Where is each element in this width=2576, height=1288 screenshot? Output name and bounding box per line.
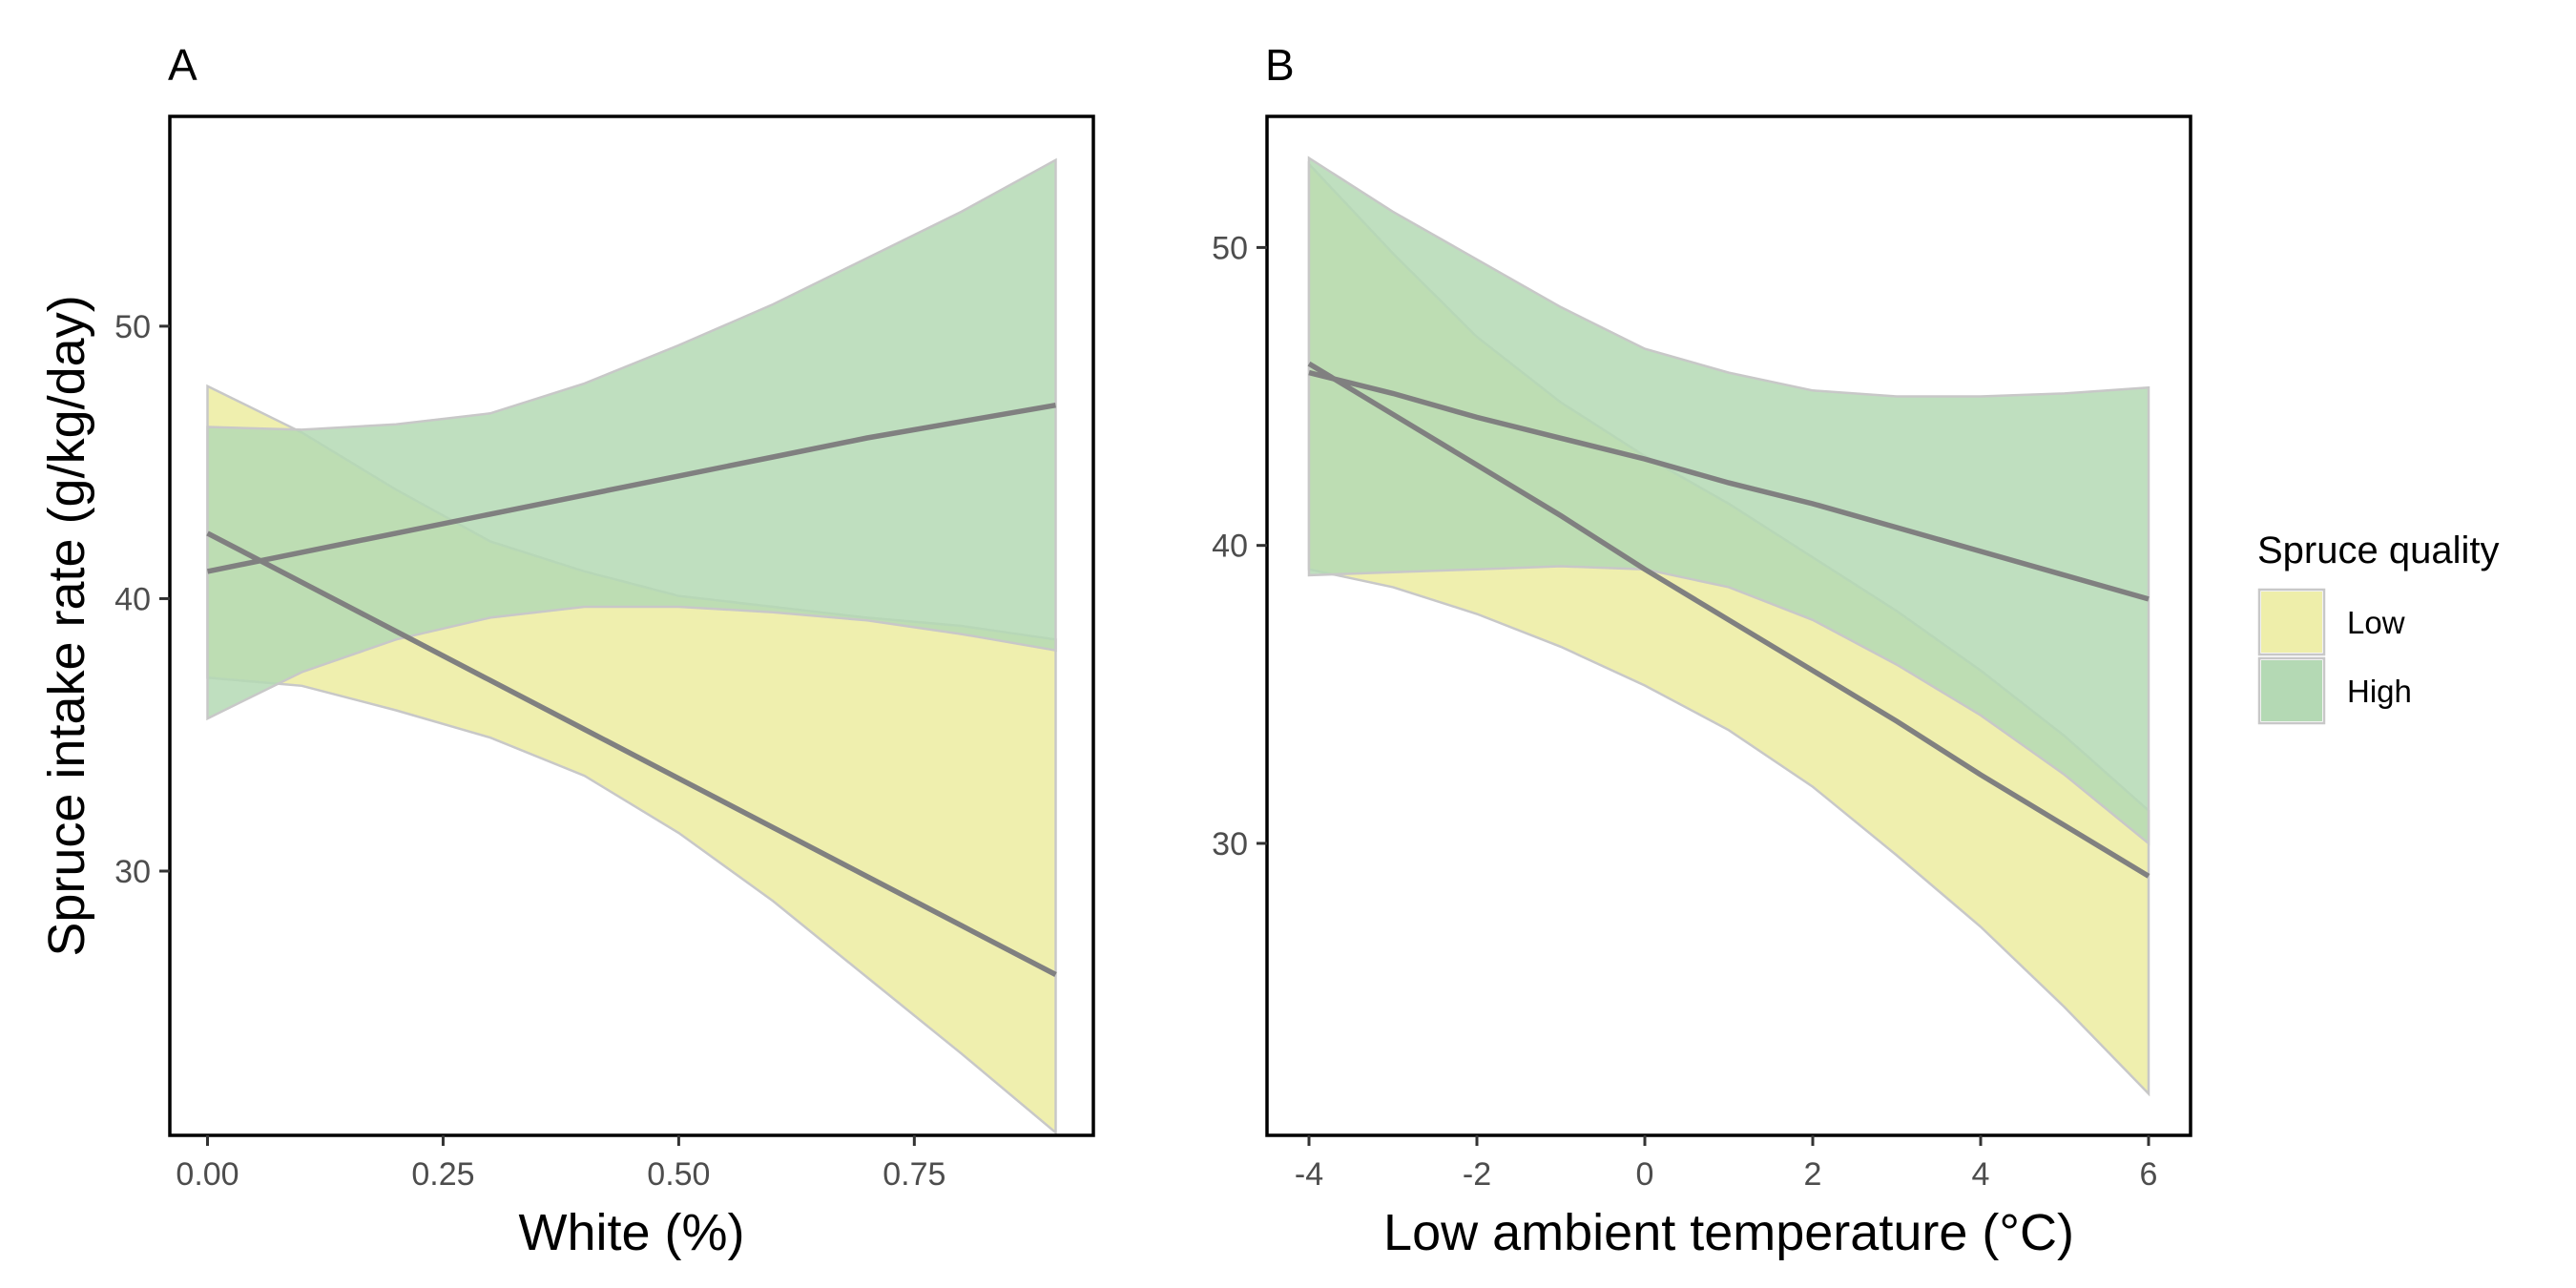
- panel-a-y-tick-label: 50: [114, 309, 151, 345]
- panel-a-y-tick-label: 40: [114, 581, 151, 617]
- panel-a-x-tick-label: 0.75: [883, 1156, 945, 1193]
- panel-a-x-axis-title: White (%): [518, 1204, 744, 1261]
- panel-a-x-tick-label: 0.00: [176, 1156, 239, 1193]
- panel-b-plot-area: [1307, 156, 2150, 1097]
- panel-a-y-axis-title: Spruce intake rate (g/kg/day): [38, 295, 95, 956]
- legend: Spruce quality Low High: [2257, 530, 2499, 725]
- legend-label-high: High: [2347, 674, 2412, 709]
- panel-b-line-low: [1307, 361, 2150, 879]
- panel-b-x-tick-label: 4: [1972, 1156, 1990, 1193]
- panel-b-x-tick-label: 2: [1804, 1156, 1822, 1193]
- panel-a-x-tick-label: 0.50: [647, 1156, 710, 1193]
- panel-a: A 0.00 0.25 0.50 0.75 30 40 50 White (%) Spruc…: [38, 40, 1095, 1261]
- panel-b-x-tick-label: -4: [1295, 1156, 1323, 1193]
- panel-b-line-high: [1308, 369, 2150, 602]
- legend-title: Spruce quality: [2257, 530, 2499, 571]
- panel-b-x-axis-title: Low ambient temperature (°C): [1383, 1204, 2074, 1261]
- panel-b-x-tick-label: 6: [2140, 1156, 2158, 1193]
- panel-b-x-tick-label: -2: [1463, 1156, 1491, 1193]
- panel-a-plot-area: [206, 157, 1057, 1135]
- panel-b-ticks: -4 -2 0 2 4 6 30 40 50: [1212, 230, 2157, 1193]
- panel-a-frame: [168, 114, 1095, 1137]
- panel-a-ticks: 0.00 0.25 0.50 0.75 30 40 50: [114, 309, 945, 1193]
- legend-swatch-high: [2261, 660, 2322, 721]
- panel-b-y-tick-label: 50: [1212, 230, 1248, 266]
- panel-a-label: A: [168, 40, 197, 90]
- panel-a-line-high: [206, 402, 1056, 574]
- panel-b-y-tick-label: 40: [1212, 529, 1248, 565]
- panel-a-ribbon-high: [206, 157, 1057, 721]
- panel-b-x-tick-label: 0: [1636, 1156, 1654, 1193]
- panel-b-ribbon-high: [1307, 156, 2150, 846]
- panel-a-x-tick-label: 0.25: [411, 1156, 474, 1193]
- legend-items: Low High: [2257, 588, 2412, 725]
- panel-b-label: B: [1265, 40, 1295, 90]
- legend-swatch-low: [2261, 592, 2322, 653]
- panel-a-line-low: [206, 530, 1057, 977]
- panel-b-y-tick-label: 30: [1212, 826, 1248, 862]
- panel-b: B -4 -2 0 2 4 6 30 40 50 Low ambient temperature…: [1212, 40, 2192, 1261]
- panel-a-y-tick-label: 30: [114, 854, 151, 890]
- legend-label-low: Low: [2347, 605, 2405, 640]
- panel-b-frame: [1265, 114, 2192, 1137]
